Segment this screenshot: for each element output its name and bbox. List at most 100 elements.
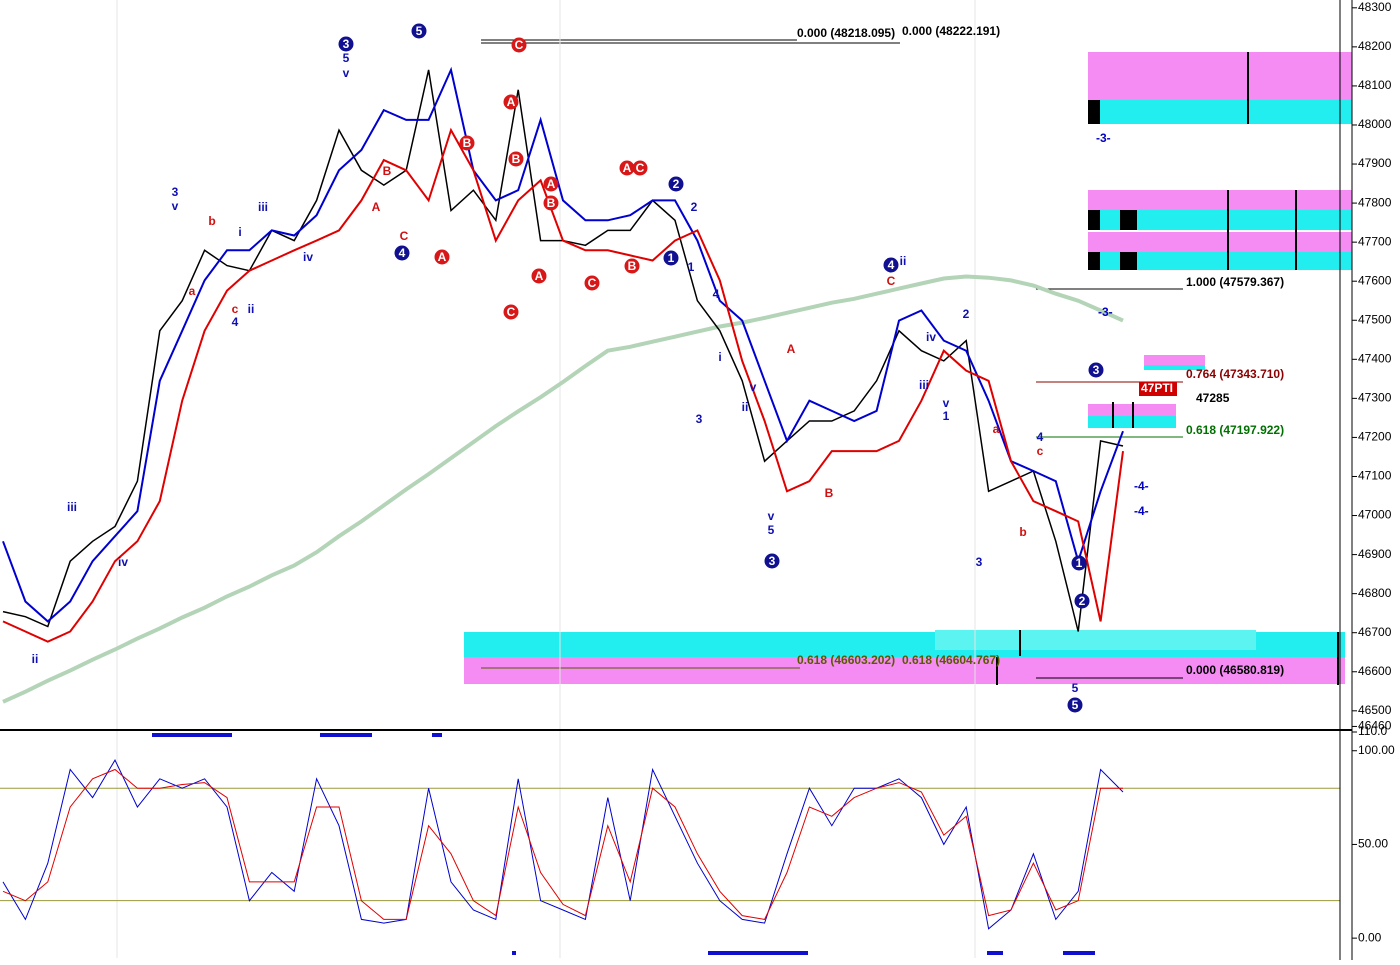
wave-label: 5 bbox=[1072, 681, 1079, 695]
y-tick-label: 47900 bbox=[1358, 156, 1392, 170]
wave-circle bbox=[459, 135, 475, 151]
wave-label: 5 bbox=[343, 51, 350, 65]
wave-label: 2 bbox=[691, 200, 698, 214]
circled-label: 2 bbox=[1079, 594, 1086, 608]
bar-strip bbox=[987, 951, 1003, 955]
wave-label: iii bbox=[67, 500, 77, 514]
wave-label: iii bbox=[919, 378, 929, 392]
fib-lines bbox=[481, 39, 1183, 679]
wave-label: iv bbox=[118, 555, 128, 569]
wave-circle bbox=[632, 160, 648, 176]
y-tick-label: 46800 bbox=[1358, 586, 1392, 600]
wave-circle bbox=[1071, 555, 1087, 571]
circled-label: A bbox=[623, 161, 632, 175]
wave-circle bbox=[663, 250, 679, 266]
wave-label: i bbox=[718, 350, 721, 364]
wave-label: a bbox=[189, 284, 196, 298]
circled-label: A bbox=[438, 250, 447, 264]
circled-label: B bbox=[463, 136, 472, 150]
circled-label: A bbox=[547, 177, 556, 191]
wave-label: ii bbox=[900, 254, 907, 268]
wave-label: i bbox=[238, 225, 241, 239]
wave-label: b bbox=[208, 214, 215, 228]
wave-label: 1 bbox=[688, 260, 695, 274]
wave-circle bbox=[1074, 593, 1090, 609]
wave-label: B bbox=[825, 486, 834, 500]
circled-label: 2 bbox=[673, 177, 680, 191]
y-tick-label: 0.00 bbox=[1358, 930, 1382, 944]
wave-circle bbox=[503, 304, 519, 320]
y-tick-label: 110.0 bbox=[1358, 724, 1387, 738]
pti-box bbox=[1139, 382, 1177, 396]
y-tick-label: 47500 bbox=[1358, 312, 1392, 326]
wave-label: v bbox=[943, 396, 950, 410]
wave-circle bbox=[543, 195, 559, 211]
y-tick-label: 46500 bbox=[1358, 703, 1392, 717]
y-tick-label: 47800 bbox=[1358, 195, 1392, 209]
wave-label: 4 bbox=[232, 315, 239, 329]
series-line bbox=[2, 127, 1124, 643]
circled-label: C bbox=[588, 276, 597, 290]
zone-mark bbox=[1088, 100, 1100, 124]
annotation: -3- bbox=[1096, 131, 1111, 145]
wave-label: iv bbox=[303, 250, 313, 264]
zone bbox=[1088, 100, 1352, 124]
wave-circle bbox=[411, 23, 427, 39]
y-tick-label: 46900 bbox=[1358, 547, 1392, 561]
bar-strip bbox=[432, 733, 442, 737]
y-tick-label: 47400 bbox=[1358, 351, 1392, 365]
circled-label: 3 bbox=[343, 37, 350, 51]
circled-label: 1 bbox=[668, 251, 675, 265]
annotation: -4- bbox=[1134, 504, 1149, 518]
wave-label: c bbox=[1037, 444, 1044, 458]
circled-label: B bbox=[628, 259, 637, 273]
wave-circle bbox=[624, 258, 640, 274]
y-tick-label: 100.00 bbox=[1358, 743, 1395, 757]
annotation: 0.618 (46604.767) bbox=[902, 653, 1000, 667]
annotation: -3- bbox=[1098, 305, 1113, 319]
zone-mark bbox=[1120, 210, 1137, 230]
wave-circle bbox=[543, 176, 559, 192]
wave-circle bbox=[511, 37, 527, 53]
wave-label: 4 bbox=[713, 287, 720, 301]
wave-label: 5 bbox=[768, 523, 775, 537]
y-tick-label: 47000 bbox=[1358, 508, 1392, 522]
y-tick-label: 47300 bbox=[1358, 391, 1392, 405]
circled-label: A bbox=[535, 269, 544, 283]
wave-circle bbox=[508, 151, 524, 167]
annotation: 0.000 (46580.819) bbox=[1186, 663, 1284, 677]
circled-label: 3 bbox=[1093, 363, 1100, 377]
wave-label: iv bbox=[926, 330, 936, 344]
y-tick-label: 46700 bbox=[1358, 625, 1392, 639]
y-tick-label: 47100 bbox=[1358, 469, 1392, 483]
y-tick-label: 50.00 bbox=[1358, 837, 1388, 851]
bar-strip bbox=[708, 951, 808, 955]
annotation: 0.618 (46603.202) bbox=[797, 653, 895, 667]
y-tick-label: 46460 bbox=[1358, 719, 1392, 733]
zone bbox=[1088, 52, 1352, 100]
wave-label: B bbox=[383, 164, 392, 178]
wave-label: a bbox=[993, 422, 1000, 436]
series-line bbox=[2, 66, 1124, 623]
wave-label: A bbox=[372, 200, 381, 214]
grid-separators bbox=[116, 0, 976, 958]
annotation: 0.000 (48222.191) bbox=[902, 24, 1000, 38]
wave-label: 3 bbox=[976, 555, 983, 569]
circled-label: C bbox=[636, 161, 645, 175]
circled-label: C bbox=[515, 38, 524, 52]
wave-circle bbox=[619, 160, 635, 176]
annotation: 0.764 (47343.710) bbox=[1186, 367, 1284, 381]
zones bbox=[464, 52, 1352, 685]
zone-mark bbox=[1120, 252, 1137, 270]
zone bbox=[1144, 355, 1205, 365]
zone bbox=[1088, 232, 1352, 252]
circled-label: 4 bbox=[888, 258, 895, 272]
bar-strip bbox=[512, 951, 516, 955]
circled-label: 3 bbox=[769, 554, 776, 568]
circled-label: 1 bbox=[1076, 556, 1083, 570]
circled-label: A bbox=[507, 95, 516, 109]
wave-circle bbox=[1067, 697, 1083, 713]
wave-circle bbox=[764, 553, 780, 569]
series-line bbox=[2, 759, 1124, 930]
